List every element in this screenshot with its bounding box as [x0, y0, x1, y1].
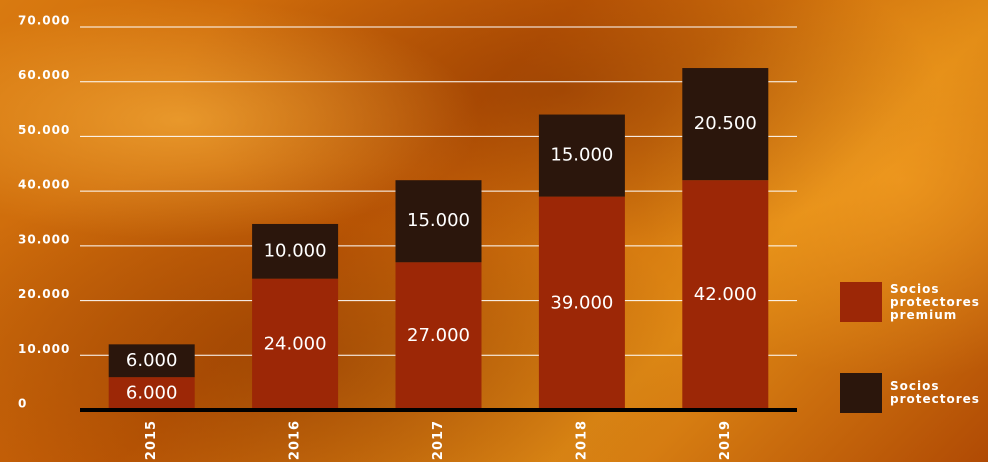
value-label: 27.000	[407, 325, 470, 346]
x-tick-label: 2018	[574, 420, 589, 460]
y-tick-label: 50.000	[18, 123, 70, 137]
x-tick-label: 2015	[144, 420, 159, 460]
legend-label: Socios protectores premium	[890, 281, 980, 322]
bar-segment	[538, 114, 625, 197]
bar-segment	[682, 68, 769, 181]
bar-segment	[682, 180, 769, 410]
value-label: 24.000	[264, 333, 327, 354]
value-label: 6.000	[126, 350, 178, 371]
legend-swatch	[840, 282, 882, 322]
x-tick-label: 2019	[718, 420, 733, 460]
bar-segment	[252, 223, 339, 279]
y-tick-label: 70.000	[18, 14, 70, 28]
y-tick-label: 40.000	[18, 178, 70, 192]
x-tick-label: 2017	[431, 420, 446, 460]
value-label: 6.000	[126, 383, 178, 404]
bar-segment	[108, 377, 195, 410]
value-label: 15.000	[550, 145, 613, 166]
value-label: 15.000	[407, 210, 470, 231]
y-tick-label: 60.000	[18, 68, 70, 82]
legend-label: Socios protectores	[890, 379, 980, 406]
value-label: 39.000	[550, 292, 613, 313]
value-label: 42.000	[694, 284, 757, 305]
bar-segment	[252, 278, 339, 410]
bar-segment	[538, 196, 625, 410]
legend-swatch	[840, 373, 882, 413]
y-tick-label: 30.000	[18, 232, 70, 246]
x-tick-label: 2016	[288, 420, 303, 460]
y-tick-label: 20.000	[18, 287, 70, 301]
y-tick-label: 10.000	[18, 342, 70, 356]
bar-segment	[395, 262, 482, 410]
y-tick-label: 0	[18, 397, 27, 411]
bar-segment	[395, 180, 482, 263]
value-label: 20.500	[694, 113, 757, 134]
bar-segment	[108, 344, 195, 378]
value-label: 10.000	[264, 240, 327, 261]
